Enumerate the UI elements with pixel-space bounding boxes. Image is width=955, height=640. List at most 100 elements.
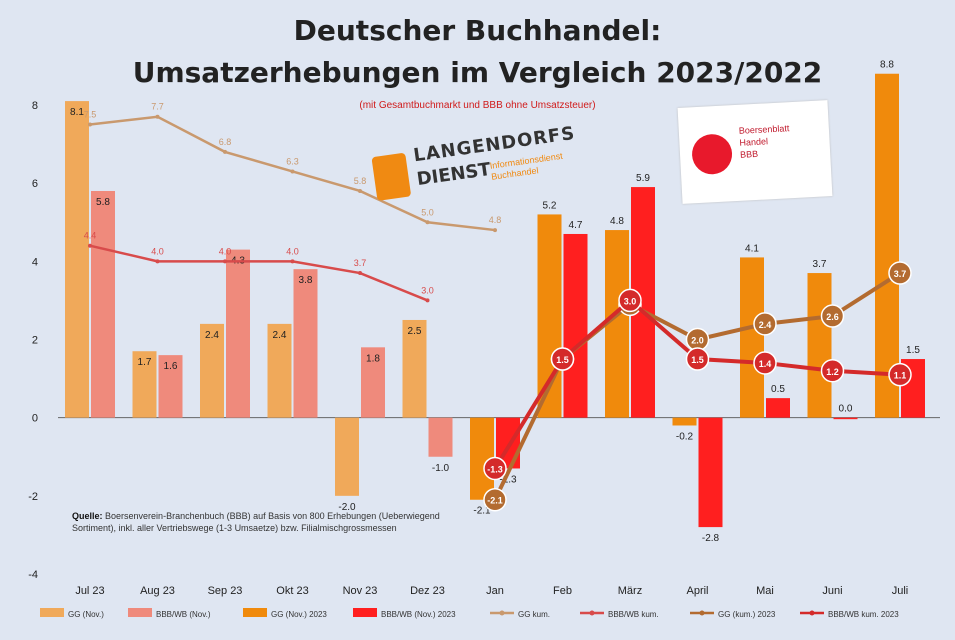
bar	[766, 398, 790, 418]
source-text: Boersenverein-Branchenbuch (BBB) auf Bas…	[72, 511, 440, 533]
chart-title-line2: Umsatzerhebungen im Vergleich 2023/2022	[132, 56, 823, 89]
legend-swatch	[40, 608, 64, 617]
bar	[132, 351, 157, 418]
line-point-marker	[290, 169, 295, 174]
x-tick-label: März	[618, 585, 642, 597]
line-data-label: 3.0	[624, 296, 637, 306]
legend-swatch-marker	[699, 610, 705, 616]
line-point-marker	[753, 312, 777, 336]
line-point-marker	[425, 298, 430, 303]
line-point-marker	[88, 243, 92, 248]
line-data-label: 2.6	[826, 312, 839, 322]
bar-data-label: -2.1	[473, 506, 491, 517]
line-point-marker	[358, 271, 362, 276]
line-data-label: 1.5	[556, 355, 569, 365]
line-data-label: 6.8	[219, 137, 232, 147]
line-point-marker	[290, 259, 295, 264]
x-tick-label: Mai	[756, 585, 774, 597]
langendorf-logo-mark	[371, 152, 412, 201]
line-data-label: 1.5	[691, 355, 704, 365]
line-data-label: 7.7	[151, 102, 164, 112]
chart-title-line1: Deutscher Buchhandel:	[293, 14, 662, 47]
line-data-label: 4.0	[286, 246, 299, 256]
line-data-label: 4.4	[84, 231, 97, 241]
line-data-label: 3.7	[354, 258, 367, 268]
bar	[200, 323, 224, 418]
bar-data-label: 4.8	[610, 216, 624, 227]
line-data-label: -1.3	[487, 464, 503, 474]
line-point-marker	[358, 188, 362, 193]
bar-data-label: 1.5	[906, 345, 920, 356]
boersenblatt-logo: Boersenblatt Handel BBB	[677, 100, 833, 204]
line-data-label: 5.8	[354, 176, 367, 186]
bar	[335, 417, 359, 496]
chart-subtitle: (mit Gesamtbuchmarkt und BBB ohne Umsatz…	[359, 100, 596, 111]
line-point-marker	[483, 487, 507, 512]
bar-data-label: -0.2	[676, 431, 694, 442]
legend-label: GG kum.	[518, 610, 550, 619]
line-data-label: 1.1	[894, 371, 907, 381]
y-tick-label: 8	[32, 100, 38, 112]
y-tick-label: 6	[32, 178, 38, 190]
bar-data-label: 0.5	[771, 384, 785, 395]
line-data-label: -2.1	[487, 496, 503, 506]
legend-swatch	[128, 608, 152, 617]
bar-data-label: 2.5	[408, 326, 422, 337]
x-tick-label: Dez 23	[410, 585, 445, 597]
boersenblatt-logo-text: Boersenblatt Handel BBB	[739, 120, 826, 160]
y-tick-label: -4	[28, 569, 38, 581]
bar-data-label: 1.8	[366, 353, 380, 364]
x-tick-label: April	[686, 585, 708, 597]
line-data-label: 6.3	[286, 156, 299, 166]
bar	[428, 417, 453, 457]
legend-label: GG (Nov.) 2023	[271, 610, 327, 619]
bar	[158, 355, 183, 418]
legend-label: BBB/WB kum. 2023	[828, 610, 899, 619]
legend-swatch-marker	[809, 610, 815, 616]
bar	[698, 417, 723, 528]
bar	[402, 319, 427, 418]
x-tick-label: Juli	[892, 585, 909, 597]
bar	[875, 73, 899, 418]
legend-label: GG (kum.) 2023	[718, 610, 776, 619]
legend-swatch	[353, 608, 377, 617]
line-data-label: 4.0	[151, 246, 164, 256]
x-tick-label: Aug 23	[140, 585, 175, 597]
legend-label: BBB/WB kum.	[608, 610, 659, 619]
y-tick-label: -2	[28, 491, 38, 503]
bar-data-label: 2.4	[273, 330, 287, 341]
line-data-label: 2.0	[691, 336, 704, 346]
bar-data-label: 1.6	[164, 361, 178, 372]
x-tick-label: Juni	[822, 585, 842, 597]
bar-data-label: 0.0	[839, 404, 853, 415]
legend-swatch	[243, 608, 267, 617]
legend-label: GG (Nov.)	[68, 610, 104, 619]
line-point-marker	[493, 228, 497, 233]
line-point-marker	[155, 259, 160, 264]
bar	[91, 190, 115, 418]
bar-data-label: 4.1	[745, 243, 759, 254]
bar	[807, 273, 832, 418]
legend-swatch-marker	[589, 610, 595, 616]
line-point-marker	[820, 359, 845, 383]
line-point-marker	[425, 220, 430, 225]
bar	[672, 417, 697, 426]
legend-label: BBB/WB (Nov.)	[156, 610, 211, 619]
bar	[361, 347, 385, 418]
bar	[226, 249, 250, 418]
bar-data-label: 3.8	[299, 275, 313, 286]
y-tick-label: 0	[32, 413, 38, 425]
bar	[65, 101, 89, 418]
line-data-label: 3.7	[894, 269, 907, 279]
bar-data-label: 3.7	[813, 259, 827, 270]
line-point-marker	[753, 351, 777, 375]
line-point-marker	[155, 114, 160, 119]
x-tick-label: Jul 23	[75, 585, 104, 597]
line-data-label: 1.2	[826, 367, 839, 377]
bar	[267, 323, 292, 418]
legend-swatch-marker	[499, 610, 505, 616]
y-tick-label: 2	[32, 335, 38, 347]
bar-data-label: -1.3	[499, 474, 517, 485]
line-point-marker	[223, 259, 227, 264]
